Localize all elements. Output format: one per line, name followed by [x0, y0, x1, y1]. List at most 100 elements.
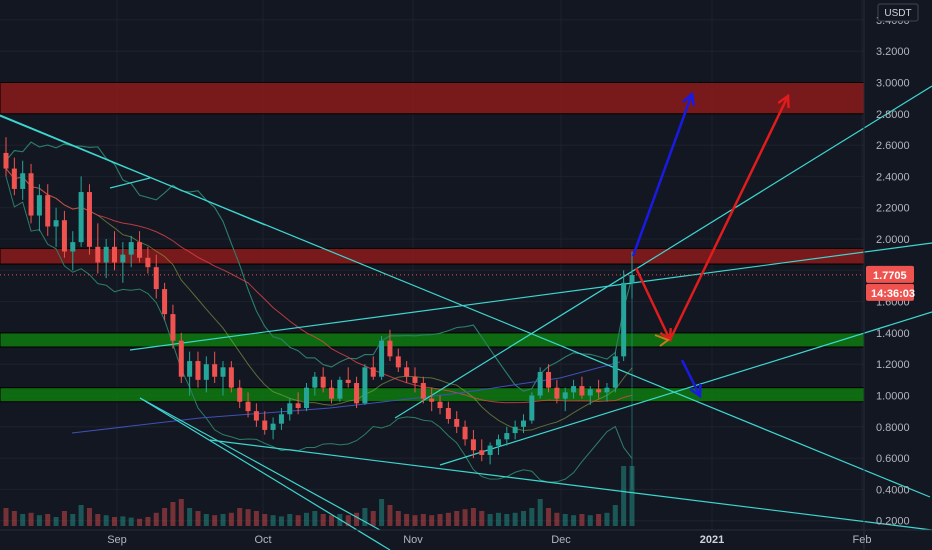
candle-body	[596, 389, 602, 393]
volume-bar	[587, 515, 593, 526]
volume-bar	[153, 512, 159, 526]
candle-body	[220, 367, 226, 377]
y-tick-label: 0.8000	[876, 422, 910, 434]
candle-body	[103, 246, 109, 263]
volume-bar	[495, 512, 501, 526]
volume-bar	[120, 516, 126, 526]
candle-body	[412, 376, 418, 383]
moving-average-long	[71, 361, 621, 434]
candle-body	[270, 423, 276, 430]
volume-bar	[112, 517, 118, 526]
time-axis[interactable]: Sep Oct Nov Dec 2021 Feb	[0, 529, 932, 546]
candle-body	[245, 401, 251, 412]
volume-bar	[562, 514, 568, 526]
x-tick-label: Oct	[254, 534, 271, 546]
candle-body	[579, 386, 585, 396]
quote-unit-badge[interactable]: USDT	[877, 3, 919, 22]
volume-bar	[329, 515, 335, 526]
volume-bar	[212, 515, 218, 526]
last-price-label: 1.7705	[873, 270, 907, 282]
candle-body	[61, 220, 67, 252]
blue-arrow-down-head	[689, 383, 702, 399]
volume-bar	[203, 514, 209, 526]
y-tick-label: 2.2000	[876, 203, 910, 215]
resistance-zone	[0, 82, 865, 115]
volume-bar	[178, 499, 184, 526]
candle-body	[562, 392, 568, 399]
candle-body	[28, 173, 34, 216]
volume-bar	[295, 515, 301, 526]
candle-body	[36, 195, 42, 216]
candle-body	[462, 426, 468, 440]
candle-body	[604, 387, 610, 393]
volume-bar	[412, 515, 418, 526]
candle-body	[479, 450, 485, 455]
volume-bar	[36, 515, 42, 526]
volume-bar	[470, 508, 476, 526]
volume-bar	[362, 508, 368, 526]
y-tick-label: 3.0000	[876, 78, 910, 90]
volume-bar	[621, 466, 627, 526]
y-tick-label: 2.6000	[876, 140, 910, 152]
candle-body	[512, 426, 518, 434]
volume-bar	[270, 515, 276, 526]
volume-bar	[395, 511, 401, 526]
y-tick-label: 2.0000	[876, 234, 910, 246]
candle-body	[362, 367, 368, 404]
red-arrow-up-line	[668, 95, 790, 341]
volume-bar	[454, 511, 460, 526]
blue-arrow-down-line	[680, 359, 702, 397]
blue-arrow-up-head	[682, 91, 696, 107]
volume-bar	[303, 512, 309, 526]
volume-bar	[604, 512, 610, 526]
volume-bar	[28, 512, 34, 526]
quote-unit-box	[877, 3, 919, 22]
x-tick-label: Feb	[853, 534, 872, 546]
volume-bar	[529, 508, 535, 526]
volume-bar	[20, 514, 26, 526]
volume-bar	[61, 511, 67, 526]
moving-average-line	[5, 168, 633, 404]
candle-body	[303, 387, 309, 409]
candle-body	[445, 408, 451, 419]
candle-body	[529, 395, 535, 421]
volume-bar	[187, 508, 193, 526]
countdown-box	[866, 283, 914, 301]
candle-body	[429, 398, 435, 402]
candle-body	[228, 367, 234, 388]
y-tick-label: 1.0000	[876, 391, 910, 403]
candle-body	[53, 220, 59, 227]
candle-body	[95, 246, 101, 263]
bollinger-mid-line	[5, 168, 633, 431]
volume-bar	[504, 514, 510, 526]
volume-bar	[245, 509, 251, 526]
candle-body	[329, 387, 335, 399]
x-tick-label: 2021	[700, 534, 724, 546]
candle-body	[3, 152, 9, 169]
y-tick-label: 0.4000	[876, 484, 910, 496]
volume-bar	[128, 517, 134, 526]
volume-bar	[95, 514, 101, 526]
candle-body	[537, 372, 543, 396]
red-arrow-down-line	[634, 267, 672, 341]
volume-bar	[404, 514, 410, 526]
red-arrow-up-head	[777, 93, 790, 109]
candle-body	[520, 420, 526, 427]
volume-bar	[53, 517, 59, 526]
volume-bar	[429, 515, 435, 526]
volume-bars	[3, 466, 635, 526]
volume-bar	[237, 508, 243, 526]
trendlines	[0, 85, 932, 550]
volume-bar	[3, 508, 9, 526]
candle-body	[237, 387, 243, 402]
candle-body	[554, 387, 560, 399]
volume-bar	[612, 505, 618, 526]
candle-body	[262, 420, 268, 430]
candle-body	[195, 361, 201, 380]
volume-bar	[70, 514, 76, 526]
trendline	[109, 177, 151, 189]
volume-bar	[278, 516, 284, 526]
candle-body	[128, 242, 134, 255]
volume-bar	[287, 514, 293, 526]
